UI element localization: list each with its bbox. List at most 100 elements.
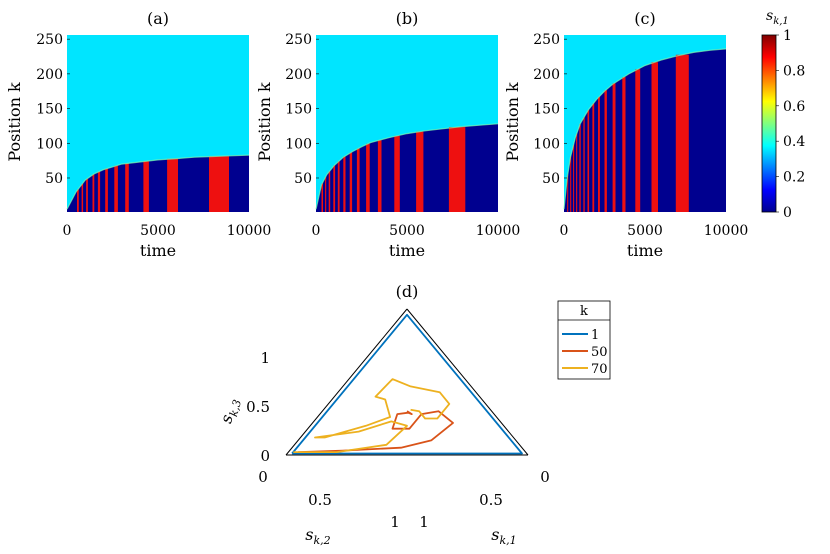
panel-title-a: (a) [147,9,169,28]
tick-label-sk1: 0.5 [479,491,503,509]
y-tick-label: 150 [36,102,63,118]
y-tick-label: 200 [285,67,312,83]
x-tick-label: 0 [312,223,321,239]
axis-label-sk3: sk,3 [216,396,244,426]
y-tick-label: 100 [285,136,312,152]
legend-label-70: 70 [591,362,608,377]
heatmap-bar [604,90,607,212]
heatmap-panel-b: (b) Position k time 50 100 150 200 250 0 5000 1… [255,9,520,260]
heatmap-bar [325,176,327,212]
heatmap-bar [143,161,149,212]
y-axis-label-b: Position k [255,82,274,162]
tick-label-sk2: 0 [258,468,268,486]
x-tick-label: 0 [63,223,72,239]
x-axis-label-a: time [140,241,176,260]
heatmap-bar [573,144,575,212]
heatmap-bar [114,165,118,212]
y-tick-label: 100 [533,136,560,152]
panel-title-b: (b) [396,9,419,28]
ternary-series-70 [293,378,451,453]
heatmap-bar [651,62,658,213]
heatmap-bar [675,54,689,212]
colorbar-tick-label: 0.6 [783,99,805,115]
heatmap-bar [448,127,466,212]
heatmap-panel-a: (a) Position k time 50 100 150 200 250 0 5000 1… [5,9,271,260]
legend-label-50: 50 [591,345,608,360]
heatmap-bar [97,171,101,212]
y-tick-label: 200 [36,67,63,83]
heatmap-bar [612,83,616,212]
heatmap-bar [416,131,424,212]
heatmap-bar [321,183,323,212]
axis-label-sk2: sk,2 [305,525,330,547]
heatmap-bar [567,174,569,212]
ternary-series-1 [291,313,523,455]
front-line [315,123,499,210]
heatmap-bar [622,77,626,212]
colorbar: sk,1 0 0.2 0.4 0.6 0.8 1 [761,8,805,221]
y-tick-label: 250 [533,32,560,48]
heatmap-bar [635,69,641,212]
heatmap-low-region [67,155,249,212]
heatmap-bar [570,156,572,212]
x-tick-label: 10000 [227,223,272,239]
y-tick-label: 100 [36,136,63,152]
legend: k 1 50 70 [557,300,611,380]
y-axis-label-a: Position k [5,82,24,162]
legend-box [557,300,611,380]
heatmap-bar [81,183,84,212]
legend-title: k [580,304,588,319]
heatmap-bar [598,96,600,212]
heatmap-bar [328,171,331,212]
y-tick-label: 150 [285,102,312,118]
colorbar-tick-label: 0.2 [783,170,805,186]
heatmap-bar [167,158,178,212]
front-line [563,48,727,210]
tick-label-sk2: 1 [390,513,400,531]
tick-label-sk3: 0.5 [246,398,270,416]
heatmap-bar [337,161,340,212]
panel-title-c: (c) [634,9,655,28]
ternary-panel-d: (d) sk,3 sk,2 sk,1 0 0.5 1 0 0.5 1 0 0.5 1 [216,282,550,547]
x-tick-label: 0 [560,223,569,239]
heatmap-panel-c: (c) Position k time 50 100 150 200 250 0 5000 1… [503,9,748,260]
colorbar-tick-label: 0.4 [783,134,805,150]
axis-label-sk1: sk,1 [491,525,516,547]
colorbar-tick-label: 0 [783,205,792,221]
legend-label-1: 1 [591,328,599,343]
heatmap-bar [105,168,108,212]
colorbar-tick-label: 1 [783,28,792,44]
ternary-right-axis [406,308,529,456]
heatmap-bar [366,143,370,212]
panel-title-d: (d) [396,282,419,301]
heatmap-bar [356,148,360,212]
colorbar-gradient [761,34,777,213]
heatmap-bar [77,189,79,212]
heatmap-bar [349,152,353,212]
heatmap-bar [576,133,578,212]
heatmap-bar [86,178,88,212]
x-axis-label-b: time [389,241,425,260]
tick-label-sk3: 0 [260,447,270,465]
heatmap-bar [92,174,95,212]
y-tick-label: 150 [533,102,560,118]
tick-label-sk1: 0 [540,468,550,486]
x-tick-label: 5000 [140,223,176,239]
y-tick-label: 50 [542,171,560,187]
y-axis-label-c: Position k [503,82,522,162]
tick-label-sk1: 1 [419,513,429,531]
x-tick-label: 5000 [389,223,425,239]
heatmap-bar [343,156,346,212]
heatmap-bar [583,117,585,212]
x-tick-label: 10000 [476,223,521,239]
y-tick-label: 50 [294,171,312,187]
ternary-left-axis [285,308,408,456]
heatmap-bar [394,135,400,212]
y-tick-label: 200 [533,67,560,83]
tick-label-sk3: 1 [260,349,270,367]
colorbar-tick-label: 0.8 [783,63,805,79]
heatmap-bar [579,124,581,212]
heatmap-bar [209,156,229,212]
heatmap-bar [333,165,336,212]
x-axis-label-c: time [627,241,663,260]
